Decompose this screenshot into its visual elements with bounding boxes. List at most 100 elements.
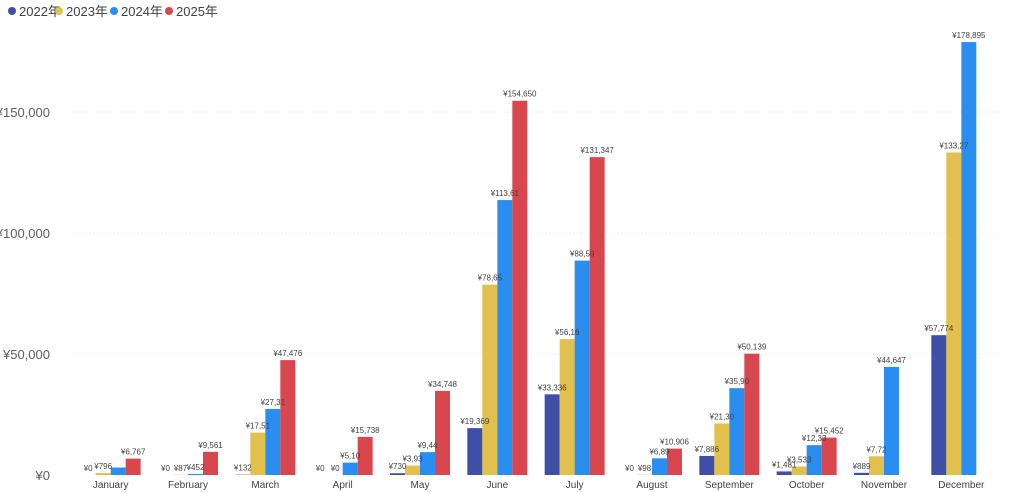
bar-september-2[interactable] (714, 423, 730, 475)
bar-october-1[interactable] (776, 471, 792, 475)
data-label: ¥35,90 (724, 377, 750, 386)
data-label: ¥452 (186, 463, 205, 472)
gridlines (72, 111, 1000, 355)
x-tick-label: May (411, 480, 430, 491)
legend-marker (55, 7, 63, 15)
y-tick-label: ¥150,000 (0, 105, 50, 120)
bar-june-4[interactable] (512, 100, 528, 475)
legend-marker (165, 7, 173, 15)
data-label: ¥3,93 (401, 454, 423, 463)
data-label: ¥7,72 (865, 445, 887, 454)
data-label: ¥10,906 (659, 438, 689, 447)
bar-september-4[interactable] (744, 353, 760, 475)
bar-may-1[interactable] (390, 473, 405, 475)
bar-may-3[interactable] (420, 452, 435, 475)
data-label: ¥0 (330, 464, 340, 473)
data-label: ¥133,27 (938, 141, 968, 150)
bar-november-1[interactable] (854, 472, 869, 475)
data-label: ¥27,31 (260, 398, 286, 407)
legend-item-3[interactable]: 2024年 (110, 4, 163, 19)
data-label: ¥178,895 (951, 31, 986, 40)
data-label: ¥730 (388, 462, 407, 471)
data-label: ¥9,561 (197, 441, 223, 450)
bar-july-2[interactable] (559, 339, 575, 475)
bar-january-3[interactable] (110, 467, 126, 475)
y-tick-label: ¥0 (35, 468, 50, 483)
bar-october-2[interactable] (791, 466, 807, 475)
bar-april-4[interactable] (357, 436, 373, 475)
x-tick-label: August (636, 480, 667, 491)
bar-july-4[interactable] (589, 157, 605, 475)
bar-may-4[interactable] (435, 390, 450, 475)
data-label: ¥132 (233, 464, 252, 473)
bar-june-3[interactable] (497, 200, 513, 476)
y-tick-label: ¥100,000 (0, 226, 50, 241)
data-label: ¥98 (637, 464, 652, 473)
data-label: ¥15,452 (814, 427, 844, 436)
data-label: ¥0 (83, 464, 93, 473)
data-labels: ¥0 ¥796¥6,767¥0 ¥87 ¥452¥9,561¥132¥17,51¥27… (83, 31, 986, 473)
x-tick-label: December (938, 480, 985, 491)
bar-january-2[interactable] (95, 473, 111, 475)
bar-september-1[interactable] (699, 455, 715, 475)
legend-item-2[interactable]: 2023年 (55, 4, 108, 19)
legend-label: 2023年 (66, 4, 108, 19)
bar-december-3[interactable] (961, 42, 977, 476)
legend-item-4[interactable]: 2025年 (165, 4, 218, 19)
bar-november-3[interactable] (884, 366, 899, 475)
bar-december-1[interactable] (931, 335, 947, 475)
x-tick-label: September (705, 480, 755, 491)
data-label: ¥33,336 (537, 383, 567, 392)
bar-april-3[interactable] (342, 462, 358, 475)
data-label: ¥56,16 (554, 328, 580, 337)
bar-september-3[interactable] (729, 388, 745, 475)
data-label: ¥6,89 (648, 447, 670, 456)
bar-march-2[interactable] (250, 432, 266, 475)
bar-october-3[interactable] (806, 445, 822, 475)
legend-label: 2025年 (176, 4, 218, 19)
legend-label: 2024年 (121, 4, 163, 19)
data-label: ¥5,10 (339, 452, 361, 461)
bar-may-2[interactable] (405, 465, 420, 475)
bar-november-2[interactable] (869, 456, 884, 475)
bar-february-3[interactable] (188, 473, 203, 475)
x-tick-label: February (168, 480, 208, 491)
y-tick-label: ¥50,000 (2, 347, 50, 362)
bar-june-2[interactable] (482, 284, 498, 475)
data-label: ¥9,44 (416, 441, 438, 450)
data-label: ¥12,33 (801, 434, 827, 443)
legend: 2022年 2023年 2024年 2025年 (8, 4, 218, 19)
x-tick-label: April (333, 480, 353, 491)
data-label: ¥78,65 (477, 274, 503, 283)
data-label: ¥889 (852, 462, 871, 471)
bar-october-4[interactable] (821, 437, 837, 475)
data-label: ¥21,30 (709, 412, 735, 421)
x-tick-label: March (251, 480, 279, 491)
x-tick-label: November (861, 480, 908, 491)
bar-july-1[interactable] (544, 394, 560, 475)
x-axis: January February March April May June July Augu… (93, 480, 985, 491)
bar-january-4[interactable] (125, 458, 141, 475)
data-label: ¥88,59 (569, 250, 595, 259)
bar-february-4[interactable] (203, 451, 218, 475)
data-label: ¥50,139 (736, 343, 766, 352)
bar-march-3[interactable] (265, 408, 281, 475)
bar-august-3[interactable] (652, 458, 667, 475)
bar-june-1[interactable] (467, 428, 483, 475)
bar-july-3[interactable] (574, 260, 590, 475)
data-label: ¥154,650 (502, 90, 537, 99)
data-label: ¥6,767 (120, 448, 146, 457)
data-label: ¥796 (93, 462, 112, 471)
bar-august-4[interactable] (667, 448, 682, 475)
y-axis: ¥0 ¥50,000 ¥100,000 ¥150,000 (0, 105, 50, 483)
data-label: ¥0 (624, 464, 634, 473)
bar-december-2[interactable] (946, 152, 962, 475)
legend-item-1[interactable]: 2022年 (8, 4, 61, 19)
bar-march-4[interactable] (280, 360, 296, 475)
data-label: ¥3,533 (786, 455, 812, 464)
data-label: ¥15,738 (350, 426, 380, 435)
data-label: ¥87 (173, 464, 188, 473)
x-tick-label: June (486, 480, 508, 491)
data-label: ¥1,481 (771, 460, 797, 469)
